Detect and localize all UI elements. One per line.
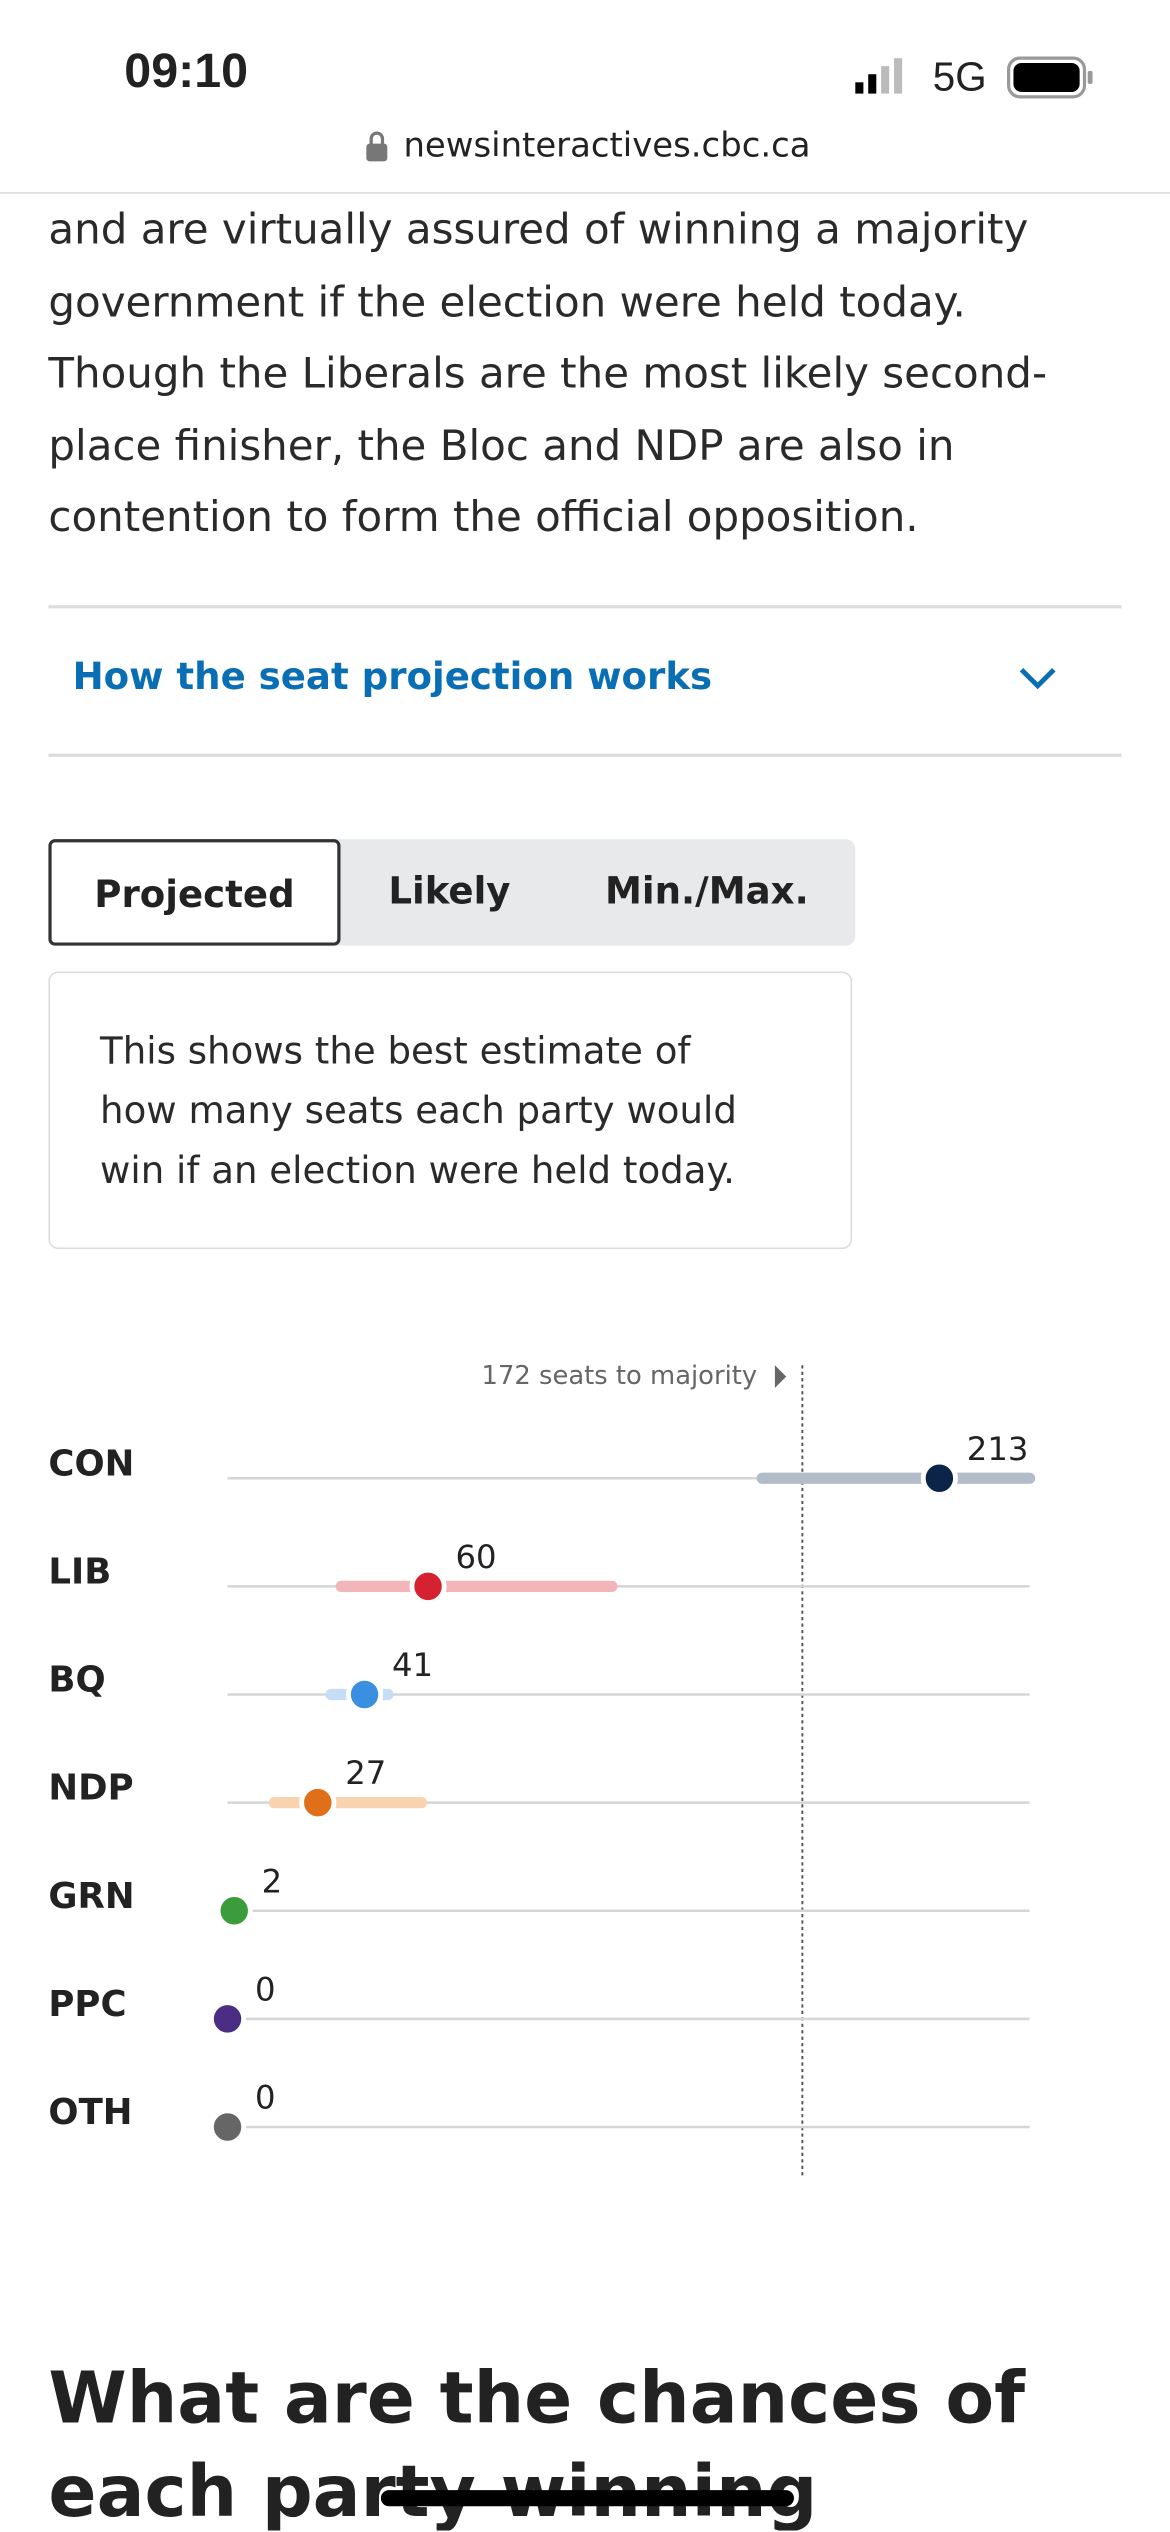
value-label: 60 [455, 1538, 496, 1576]
projection-dot [920, 1459, 958, 1497]
tab-bar: Projected Likely Min./Max. [48, 839, 856, 946]
value-label: 2 [262, 1862, 283, 1900]
party-label: GRN [48, 1876, 134, 1917]
url[interactable]: newsinteractives.cbc.ca [403, 125, 811, 165]
article-paragraph: and are virtually assured of winning a m… [48, 206, 1048, 543]
projection-dot [208, 2000, 247, 2038]
value-label: 27 [345, 1754, 386, 1792]
party-label: BQ [48, 1660, 105, 1701]
description-box: This shows the best estimate of how many… [48, 971, 853, 1250]
value-label: 41 [392, 1646, 433, 1684]
tab[interactable]: Likely [388, 871, 511, 914]
party-label: OTH [48, 2092, 132, 2133]
value-label: 0 [255, 1970, 276, 2008]
lock-icon [366, 131, 388, 162]
battery-icon [1007, 56, 1093, 99]
description: This shows the best estimate of how many… [100, 1031, 737, 1193]
accordion[interactable]: How the seat projection works [48, 605, 1122, 757]
accordion-label[interactable]: How the seat projection works [72, 656, 713, 699]
value-label: 0 [255, 2079, 276, 2117]
projection-dot [215, 1892, 253, 1930]
party-label: LIB [48, 1551, 111, 1592]
projection-dot [409, 1567, 447, 1605]
party-label: CON [48, 1443, 134, 1484]
majority-arrow [774, 1365, 787, 1388]
clock: 09:10 [124, 45, 249, 99]
projection-dot [208, 2108, 247, 2146]
party-label: NDP [48, 1768, 133, 1809]
signal-icon [855, 58, 903, 94]
tab[interactable]: Min./Max. [604, 871, 809, 914]
tab[interactable]: Projected [48, 839, 341, 946]
network: 5G [932, 54, 987, 101]
status-bar: 09:10 5G newsinteractives.cbc.ca [0, 0, 1170, 194]
home-indicator [380, 2490, 794, 2507]
projection-dot [299, 1784, 337, 1822]
majority-label: 172 seats to majority [482, 1361, 758, 1391]
chevron[interactable] [1017, 663, 1059, 692]
projection-dot [346, 1675, 384, 1714]
party-label: PPC [48, 1984, 126, 2025]
value-label: 213 [967, 1430, 1029, 1468]
